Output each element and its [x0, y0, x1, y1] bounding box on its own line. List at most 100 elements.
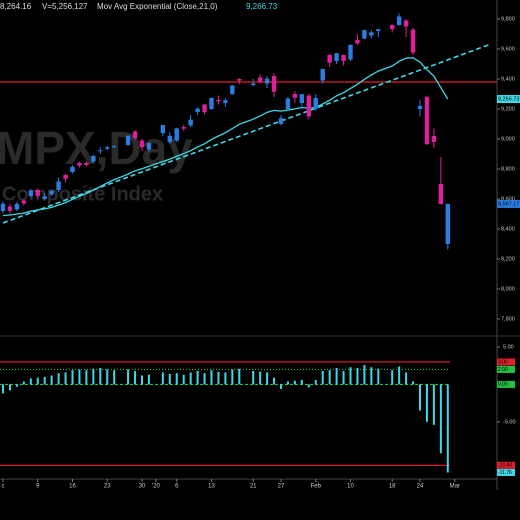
- indicator-bar: [2, 384, 4, 394]
- indicator-bar: [127, 369, 130, 385]
- indicator-bar: [92, 368, 95, 385]
- candle-body: [146, 143, 152, 150]
- indicator-bar: [147, 374, 150, 385]
- candle-body: [125, 135, 131, 146]
- candle-body: [431, 136, 437, 143]
- indicator-bar: [43, 376, 46, 385]
- indicator-bar: [210, 370, 213, 385]
- indicator-bar: [363, 364, 366, 385]
- candle-body: [105, 147, 110, 149]
- candle-body: [257, 77, 263, 82]
- y-tick-label: 9,400: [501, 76, 515, 82]
- indicator-bar: [425, 384, 428, 422]
- indicator-bar: [231, 369, 234, 385]
- indicator-tag: [497, 380, 515, 388]
- indicator-bar: [15, 384, 18, 387]
- indicator-bar: [57, 373, 60, 385]
- indicator-tag-label: 0.00: [498, 382, 508, 388]
- candle-body: [223, 100, 228, 104]
- candle-body: [14, 203, 20, 210]
- indicator-tag: [497, 468, 515, 476]
- candle-body: [56, 181, 61, 190]
- indicator-bar: [259, 371, 262, 385]
- candle-body: [264, 78, 270, 84]
- candle-body: [42, 196, 47, 199]
- candle-body: [334, 53, 339, 62]
- indicator-bar: [36, 377, 39, 385]
- indicator-bar: [432, 384, 435, 425]
- x-tick-label: 21: [250, 484, 257, 490]
- indicator-bar: [314, 379, 317, 385]
- candle-body: [84, 163, 89, 165]
- indicator-bar: [377, 368, 380, 385]
- candle-body: [390, 25, 395, 30]
- x-tick-label: 13: [208, 484, 215, 490]
- candle-body: [320, 68, 325, 81]
- candle-body: [396, 16, 402, 26]
- indicator-tag-label: -11.76: [498, 470, 512, 476]
- indicator-bar: [405, 372, 408, 385]
- trend-line: [2, 43, 490, 224]
- x-tick-label: 27: [278, 484, 285, 490]
- y-tick-label: 8,800: [501, 166, 515, 172]
- indicator-bar: [307, 384, 310, 388]
- candle-body: [348, 44, 353, 60]
- indicator-tag-label: 3.00: [498, 359, 508, 365]
- x-tick-label: 24: [417, 484, 424, 490]
- y-tick-label: 9,600: [501, 46, 515, 52]
- candle-body: [112, 146, 117, 148]
- indicator-tag: [497, 358, 515, 366]
- indicator-bar: [182, 374, 185, 385]
- indicator-bar: [64, 372, 67, 385]
- indicator-bar: [50, 375, 53, 385]
- y-tick-label: 8,600: [501, 196, 515, 202]
- indicator-bar: [266, 372, 269, 385]
- price-tag: [497, 199, 520, 208]
- candle-body: [0, 203, 6, 211]
- candle-body: [271, 76, 277, 92]
- indicator-bar: [342, 370, 345, 385]
- y-tick-label: 9,800: [501, 16, 515, 22]
- candle-body: [251, 83, 256, 86]
- indicator-bar: [335, 367, 338, 385]
- candle-body: [299, 94, 305, 104]
- candle-body: [292, 94, 298, 98]
- indicator-bar: [113, 370, 116, 385]
- indicator-bar: [85, 370, 88, 385]
- candle-body: [369, 32, 374, 36]
- candle-body: [403, 20, 409, 27]
- indicator-tag: [497, 461, 515, 469]
- indicator-tag-label: 2.00: [498, 367, 508, 373]
- candle-body: [7, 206, 13, 211]
- indicator-bar: [196, 370, 199, 385]
- candle-body: [98, 150, 103, 152]
- x-tick-label: '20: [152, 484, 160, 490]
- candle-body: [63, 174, 68, 179]
- candle-body: [445, 203, 450, 244]
- candle-body: [91, 155, 96, 162]
- indicator-bar: [419, 384, 421, 411]
- indicator-y-tick-label: 5.00: [503, 344, 514, 350]
- x-tick-label: 18: [389, 484, 396, 490]
- ema-line: [2, 57, 449, 217]
- price-tag-label: 8,567.17: [498, 201, 519, 207]
- candle-body: [410, 29, 416, 53]
- indicator-bar: [321, 370, 324, 385]
- candle-body: [237, 79, 242, 81]
- candle-body: [132, 131, 138, 138]
- indicator-bar: [446, 384, 449, 473]
- indicator-bar: [71, 370, 74, 385]
- y-tick-label: 9,000: [501, 136, 515, 142]
- indicator-bar: [203, 373, 206, 385]
- header-study: Mov Avg Exponential (Close,21,0): [97, 2, 218, 11]
- indicator-bar: [99, 367, 102, 385]
- candle-body: [306, 95, 311, 117]
- x-tick-label: 6: [175, 484, 179, 490]
- candle-body: [181, 127, 186, 129]
- indicator-bar: [189, 372, 192, 385]
- y-tick-label: 7,800: [501, 316, 515, 322]
- candle-body: [424, 97, 430, 145]
- candle-body: [285, 98, 291, 110]
- x-tick-label: 16: [69, 484, 76, 490]
